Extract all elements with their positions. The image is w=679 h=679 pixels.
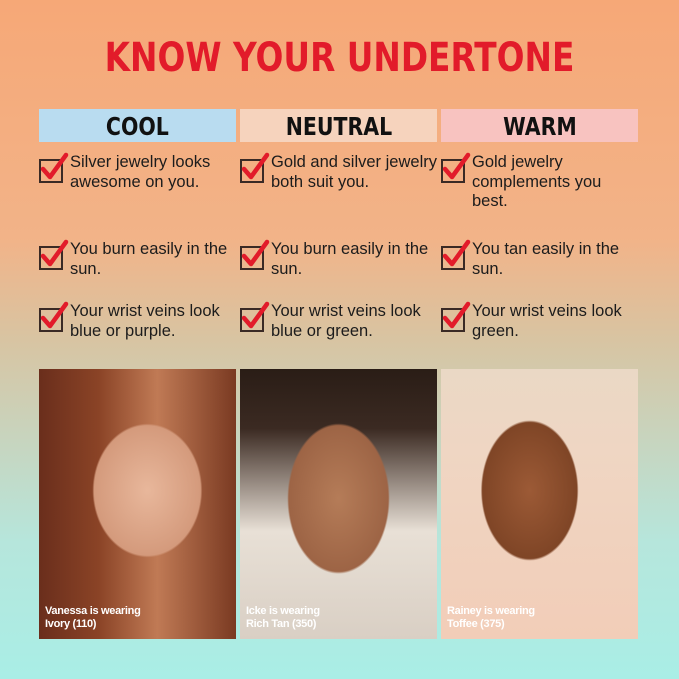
list-item: You burn easily in the sun. [39,239,236,279]
model-photo-neutral: Icke is wearing Rich Tan (350) [240,369,437,639]
checkbox-checked-icon [240,239,270,270]
checkbox-checked-icon [441,239,471,270]
photo-caption: Vanessa is wearing Ivory (110) [45,605,141,630]
checkbox-checked-icon [39,152,69,183]
item-text: You tan easily in the sun. [472,240,620,278]
item-text: Gold jewelry complements you best. [472,153,602,210]
list-item: Gold jewelry complements you best. [441,152,638,212]
list-item: Your wrist veins look blue or purple. [39,301,236,341]
item-text: Your wrist veins look blue or purple. [70,302,220,340]
checkbox-checked-icon [240,301,270,332]
checkbox-checked-icon [441,301,471,332]
heading-warm: WARM [441,109,638,142]
list-item: Your wrist veins look green. [441,301,638,341]
column-cool: COOL Silver jewelry looks awesome on you… [39,109,236,340]
photo-caption: Rainey is wearing Toffee (375) [447,605,535,630]
list-item: You burn easily in the sun. [240,239,437,279]
column-warm: WARM Gold jewelry complements you best. … [441,109,638,340]
model-photo-warm: Rainey is wearing Toffee (375) [441,369,638,639]
item-text: Gold and silver jewelry both suit you. [271,153,437,191]
model-photo-cool: Vanessa is wearing Ivory (110) [39,369,236,639]
page-title: KNOW YOUR UNDERTONE [104,35,575,81]
heading-neutral: NEUTRAL [240,109,437,142]
list-item: Your wrist veins look blue or green. [240,301,437,341]
heading-cool: COOL [39,109,236,142]
checkbox-checked-icon [39,239,69,270]
list-item: Gold and silver jewelry both suit you. [240,152,437,192]
checkbox-checked-icon [39,301,69,332]
list-item: You tan easily in the sun. [441,239,638,279]
checkbox-checked-icon [441,152,471,183]
item-text: Silver jewelry looks awesome on you. [70,153,211,191]
checkbox-checked-icon [240,152,270,183]
item-text: Your wrist veins look blue or green. [271,302,421,340]
list-item: Silver jewelry looks awesome on you. [39,152,236,192]
photo-caption: Icke is wearing Rich Tan (350) [246,605,320,630]
column-neutral: NEUTRAL Gold and silver jewelry both sui… [240,109,437,340]
item-text: Your wrist veins look green. [472,302,622,340]
item-text: You burn easily in the sun. [271,240,429,278]
item-text: You burn easily in the sun. [70,240,228,278]
